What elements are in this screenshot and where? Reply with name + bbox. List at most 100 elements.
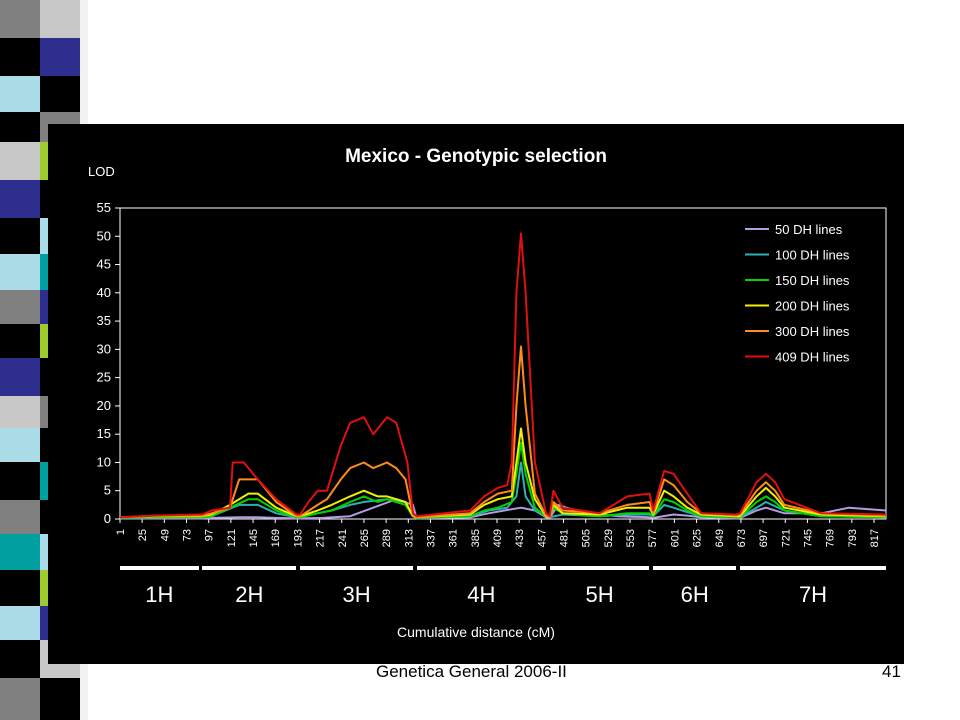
x-tick-label: 769 (825, 529, 837, 547)
x-tick-label: 97 (204, 529, 216, 541)
legend-label: 50 DH lines (775, 222, 843, 237)
x-tick-label: 241 (337, 529, 349, 547)
x-tick-label: 553 (625, 529, 637, 547)
x-tick-label: 601 (669, 529, 681, 547)
x-tick-label: 577 (647, 529, 659, 547)
x-tick-label: 73 (182, 529, 194, 541)
x-tick-label: 265 (359, 529, 371, 547)
x-tick-label: 217 (315, 529, 327, 547)
x-tick-label: 457 (536, 529, 548, 547)
strip-block (0, 534, 40, 570)
y-tick-label: 45 (97, 257, 111, 272)
chromosome-label: 7H (798, 582, 828, 607)
x-tick-label: 697 (758, 529, 770, 547)
chromosome-label: 5H (585, 582, 614, 607)
strip-block (0, 76, 40, 112)
x-tick-label: 673 (736, 529, 748, 547)
x-tick-label: 25 (137, 529, 149, 541)
x-tick-label: 49 (159, 529, 171, 541)
legend-label: 300 DH lines (775, 324, 850, 339)
strip-block (0, 254, 40, 290)
x-tick-label: 385 (470, 529, 482, 547)
y-axis-label: LOD (88, 164, 115, 179)
strip-block (0, 640, 40, 678)
x-tick-label: 169 (270, 529, 282, 547)
chromosome-label: 1H (145, 582, 174, 607)
x-tick-label: 433 (514, 529, 526, 547)
legend-label: 100 DH lines (775, 248, 850, 263)
x-tick-label: 145 (248, 529, 260, 547)
strip-block (0, 358, 40, 396)
chromosome-bar (300, 566, 413, 570)
x-tick-label: 1 (115, 529, 127, 535)
y-tick-label: 35 (97, 313, 111, 328)
x-tick-label: 289 (381, 529, 393, 547)
x-tick-label: 337 (425, 529, 437, 547)
legend-label: 409 DH lines (775, 350, 850, 365)
plot-frame (119, 207, 887, 520)
y-tick-label: 25 (97, 370, 111, 385)
x-tick-label: 193 (292, 529, 304, 547)
strip-block (0, 570, 40, 606)
y-tick-label: 0 (104, 511, 111, 526)
x-tick-label: 313 (403, 529, 415, 547)
series-line (119, 232, 887, 519)
x-tick-label: 121 (226, 529, 238, 547)
y-tick-label: 5 (104, 483, 111, 498)
strip-block (40, 678, 80, 720)
chromosome-bar (416, 566, 546, 570)
chromosome-label: 3H (342, 582, 371, 607)
x-tick-label: 817 (869, 529, 881, 547)
y-tick-label: 50 (97, 228, 111, 243)
strip-block (0, 0, 40, 38)
legend-label: 200 DH lines (775, 299, 850, 314)
strip-block (0, 606, 40, 640)
chromosome-label: 6H (680, 582, 709, 607)
y-tick-label: 30 (97, 341, 111, 356)
chromosome-label: 4H (467, 582, 496, 607)
chromosome-bar (202, 566, 297, 570)
series-line (119, 427, 887, 519)
chart-title: Mexico - Genotypic selection (345, 146, 607, 167)
strip-block (0, 396, 40, 428)
slide-footer: Genetica General 2006-II (376, 662, 567, 681)
strip-block (0, 142, 40, 180)
series-line (119, 441, 887, 519)
strip-block (0, 290, 40, 324)
legend-label: 150 DH lines (775, 273, 850, 288)
x-tick-label: 409 (492, 529, 504, 547)
y-tick-label: 15 (97, 426, 111, 441)
y-tick-label: 20 (97, 398, 111, 413)
x-tick-label: 361 (448, 529, 460, 547)
strip-block (40, 38, 80, 76)
strip-block (0, 462, 40, 500)
strip-block (40, 0, 80, 38)
strip-block (0, 112, 40, 142)
y-tick-label: 10 (97, 454, 111, 469)
chromosome-bar (653, 566, 737, 570)
x-tick-label: 481 (559, 529, 571, 547)
strip-block (0, 180, 40, 218)
plot-area: 0 5 10 15 20 25 30 35 40 45 50 55 1 25 49 73 97 121 145 169… (97, 200, 887, 547)
chromosome-bar (120, 566, 199, 570)
strip-block (0, 218, 40, 254)
strip-block (0, 428, 40, 462)
chromosome-label: 2H (235, 582, 264, 607)
x-tick-label: 721 (780, 529, 792, 547)
y-tick-label: 55 (97, 200, 111, 215)
x-tick-label: 505 (581, 529, 593, 547)
strip-block (0, 324, 40, 358)
strip-block (40, 76, 80, 112)
x-tick-label: 745 (802, 529, 814, 547)
x-tick-label: 649 (714, 529, 726, 547)
y-tick-label: 40 (97, 285, 111, 300)
chart-panel: Mexico - Genotypic selection LOD 0 5 10 15 2… (48, 124, 904, 664)
strip-block (0, 38, 40, 76)
strip-block (0, 678, 40, 720)
chromosome-bar (549, 566, 650, 570)
chromosome-bar (740, 566, 886, 570)
x-tick-label: 793 (847, 529, 859, 547)
x-axis-label: Cumulative distance (cM) (397, 624, 555, 640)
slide-page-number: 41 (882, 662, 901, 681)
x-tick-label: 529 (603, 529, 615, 547)
